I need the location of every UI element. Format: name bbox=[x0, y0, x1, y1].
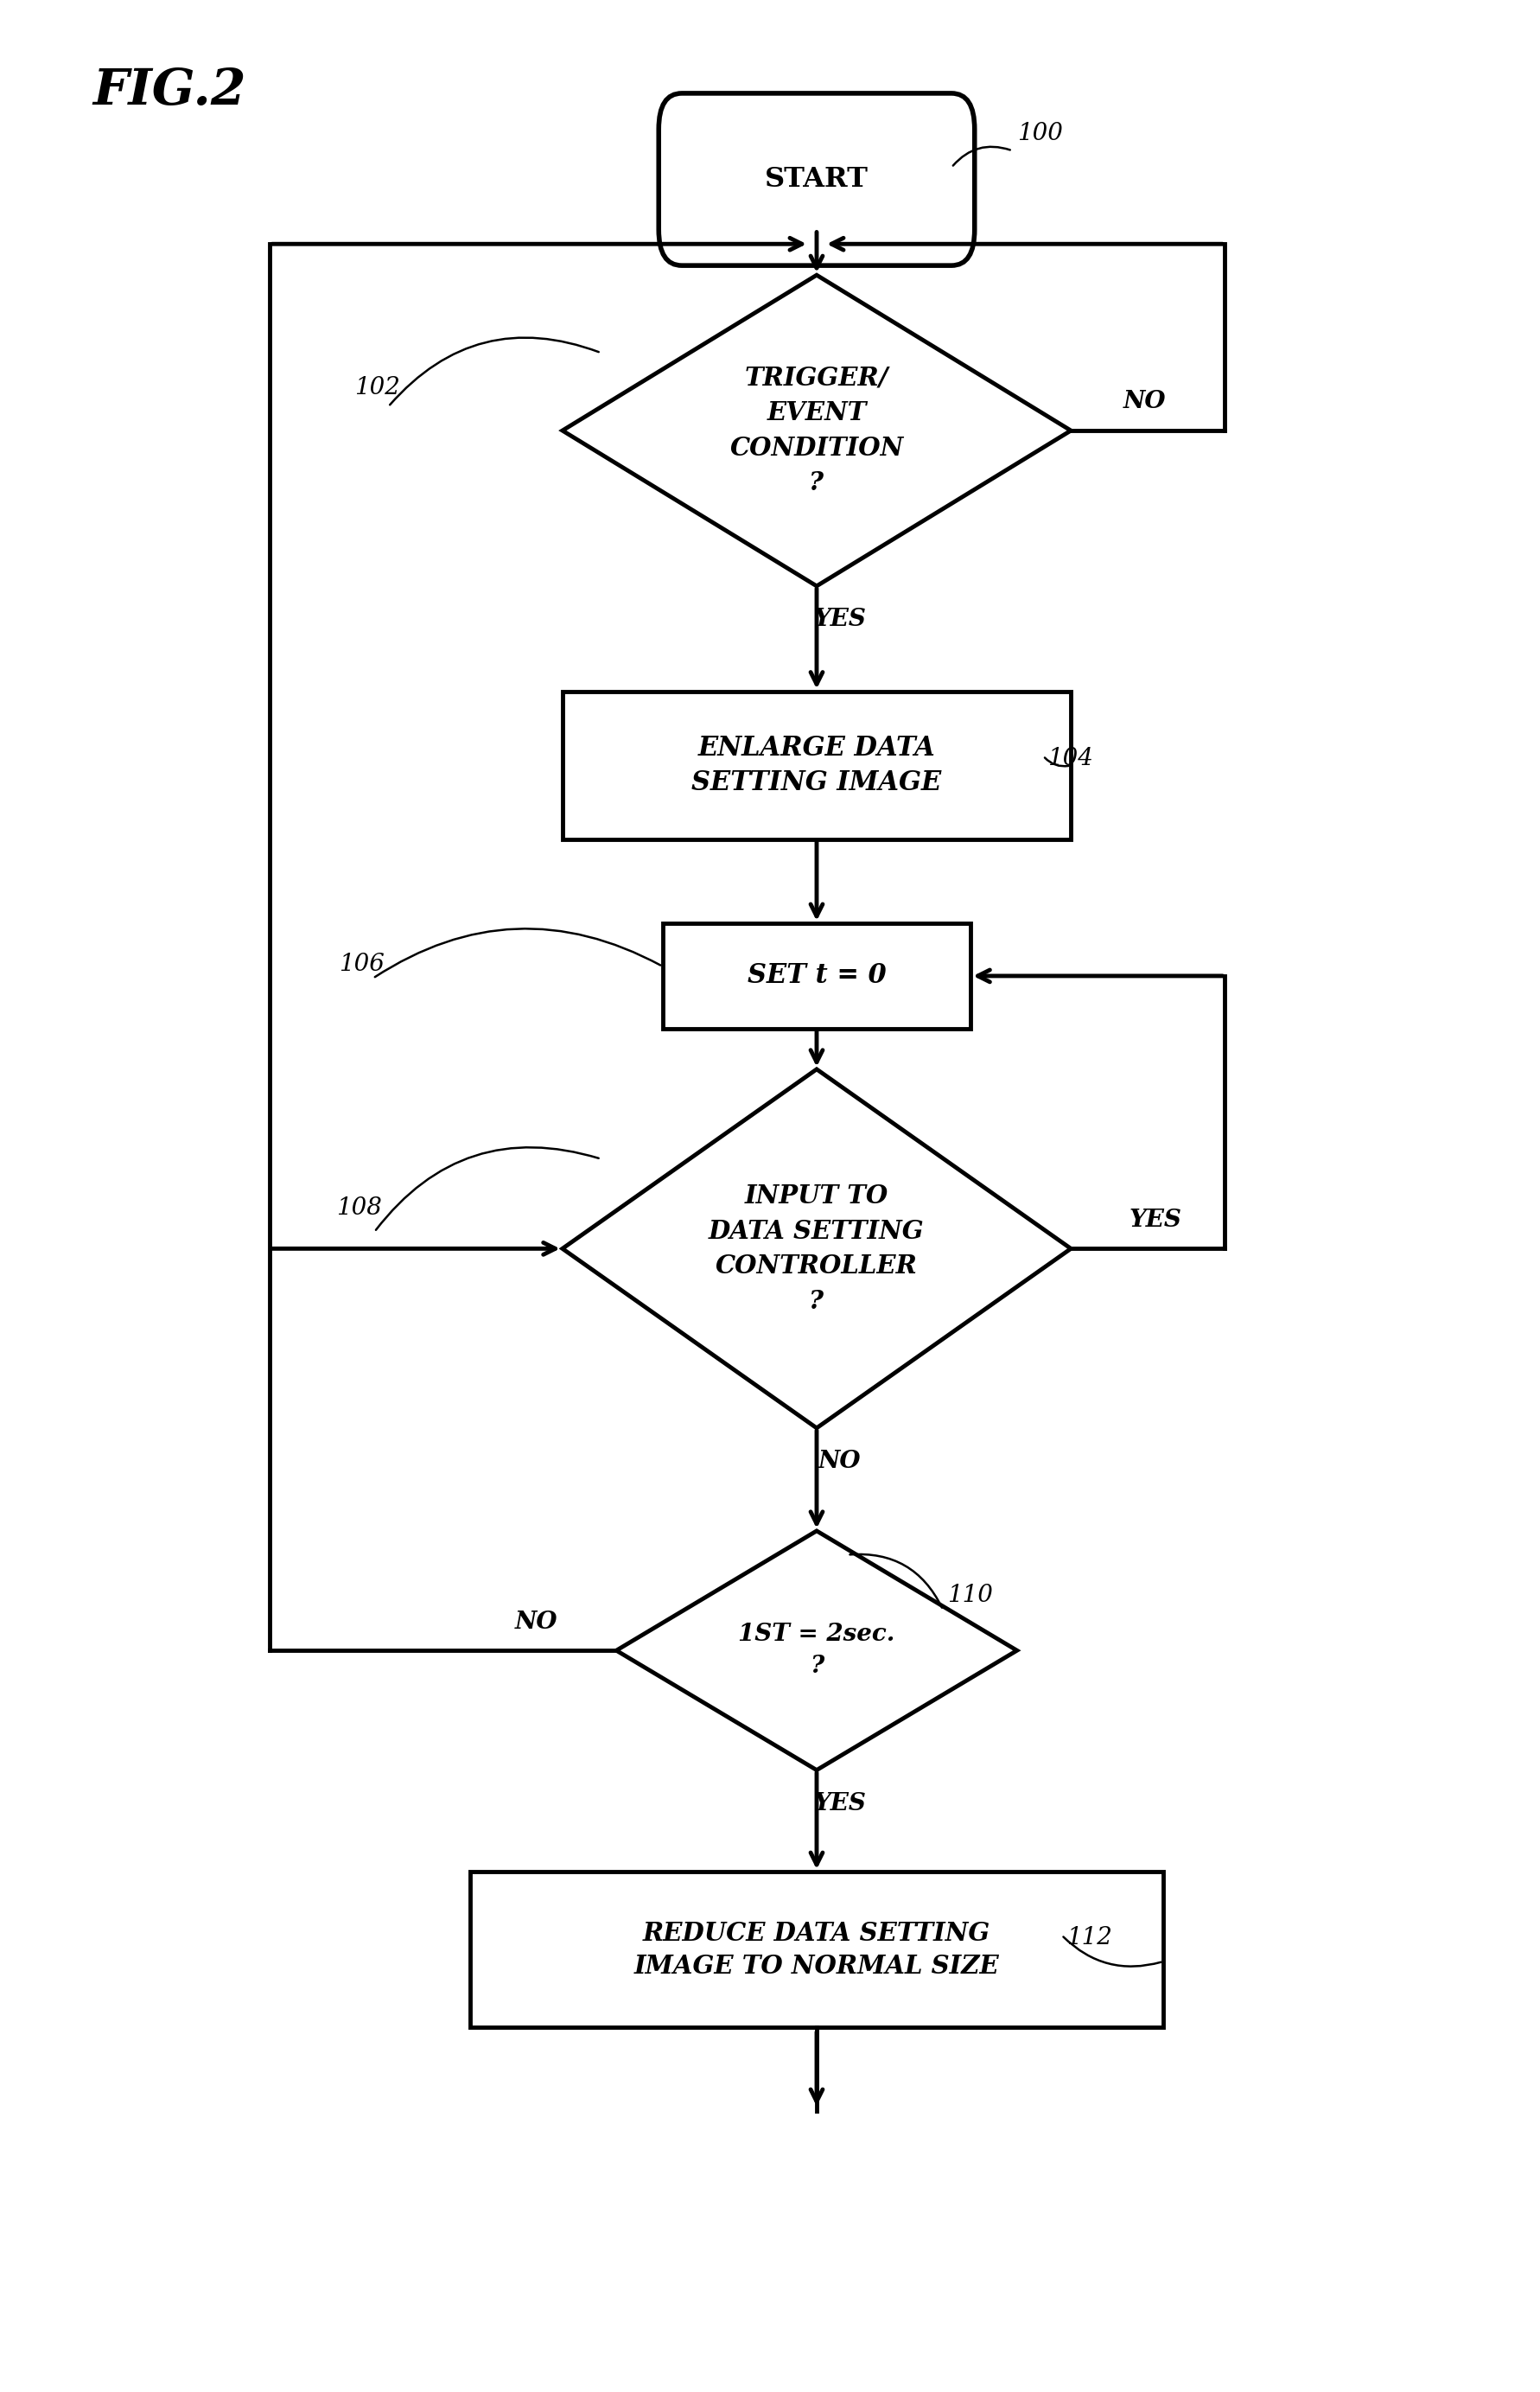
Text: FIG.2: FIG.2 bbox=[92, 67, 246, 115]
Text: 1ST = 2sec.
?: 1ST = 2sec. ? bbox=[738, 1622, 895, 1679]
Polygon shape bbox=[562, 1069, 1070, 1428]
Text: 106: 106 bbox=[339, 952, 385, 976]
Bar bbox=[662, 923, 970, 1029]
Text: 112: 112 bbox=[1066, 1926, 1112, 1949]
Text: 100: 100 bbox=[1016, 122, 1063, 146]
Text: ENLARGE DATA
SETTING IMAGE: ENLARGE DATA SETTING IMAGE bbox=[691, 734, 941, 797]
Text: 110: 110 bbox=[947, 1584, 993, 1607]
Text: START: START bbox=[764, 165, 869, 194]
Text: SET t = 0: SET t = 0 bbox=[747, 962, 885, 990]
Polygon shape bbox=[616, 1531, 1016, 1770]
Text: YES: YES bbox=[813, 1792, 865, 1816]
Text: 104: 104 bbox=[1047, 746, 1093, 770]
Text: INPUT TO
DATA SETTING
CONTROLLER
?: INPUT TO DATA SETTING CONTROLLER ? bbox=[708, 1184, 924, 1313]
Text: 108: 108 bbox=[336, 1196, 382, 1220]
Bar bbox=[562, 691, 1070, 840]
Text: REDUCE DATA SETTING
IMAGE TO NORMAL SIZE: REDUCE DATA SETTING IMAGE TO NORMAL SIZE bbox=[633, 1921, 999, 1978]
Bar bbox=[470, 1871, 1163, 2028]
Text: YES: YES bbox=[1129, 1208, 1181, 1232]
Text: NO: NO bbox=[818, 1450, 861, 1473]
Text: TRIGGER/
EVENT
CONDITION
?: TRIGGER/ EVENT CONDITION ? bbox=[730, 366, 902, 495]
Text: NO: NO bbox=[514, 1610, 557, 1634]
Text: YES: YES bbox=[813, 608, 865, 631]
Text: 102: 102 bbox=[354, 376, 400, 399]
FancyBboxPatch shape bbox=[659, 93, 973, 266]
Text: NO: NO bbox=[1123, 390, 1166, 414]
Polygon shape bbox=[562, 275, 1070, 586]
